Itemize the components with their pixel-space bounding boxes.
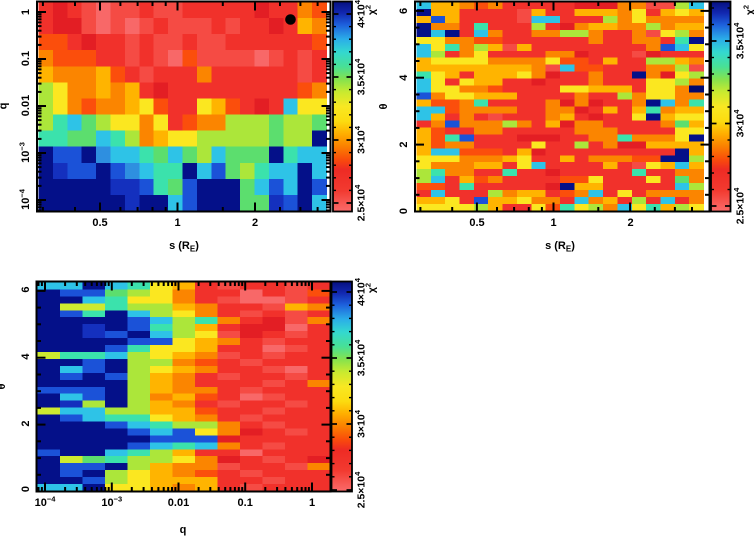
svg-text:0.01: 0.01 (168, 497, 189, 509)
svg-text:3×104: 3×104 (353, 125, 368, 154)
svg-text:q: q (180, 524, 187, 536)
svg-text:4×104: 4×104 (353, 0, 368, 28)
svg-text:3.5×104: 3.5×104 (353, 339, 368, 376)
svg-text:χ2: χ2 (364, 5, 379, 15)
svg-text:1: 1 (309, 497, 315, 509)
svg-text:3×104: 3×104 (732, 109, 747, 138)
svg-text:0: 0 (20, 486, 32, 492)
svg-text:θ: θ (0, 383, 8, 389)
svg-text:s (RE): s (RE) (169, 240, 199, 254)
svg-text:3.5×104: 3.5×104 (732, 22, 747, 59)
svg-text:2: 2 (20, 420, 32, 426)
svg-text:s (RE): s (RE) (545, 240, 575, 254)
svg-text:2.5×104: 2.5×104 (732, 187, 747, 224)
svg-text:2: 2 (627, 217, 633, 229)
svg-text:3×104: 3×104 (353, 409, 368, 438)
svg-text:0.5: 0.5 (92, 217, 107, 229)
svg-text:1: 1 (174, 217, 180, 229)
svg-text:1: 1 (550, 217, 556, 229)
svg-text:2: 2 (398, 142, 410, 148)
svg-text:4: 4 (398, 74, 410, 81)
svg-text:2.5×104: 2.5×104 (353, 471, 368, 508)
svg-text:0.01: 0.01 (20, 95, 32, 116)
svg-text:θ: θ (378, 103, 390, 109)
svg-text:4: 4 (20, 353, 32, 360)
svg-text:0.1: 0.1 (238, 497, 253, 509)
svg-text:2: 2 (252, 217, 258, 229)
svg-text:6: 6 (20, 286, 32, 292)
svg-text:q: q (0, 103, 10, 110)
svg-text:0.5: 0.5 (469, 217, 484, 229)
svg-text:1: 1 (20, 9, 32, 15)
svg-text:χ2: χ2 (742, 5, 754, 15)
svg-text:3.5×104: 3.5×104 (353, 58, 368, 95)
svg-text:0.1: 0.1 (20, 51, 32, 66)
svg-text:6: 6 (398, 8, 410, 14)
svg-text:χ2: χ2 (364, 283, 379, 293)
svg-text:0: 0 (398, 208, 410, 214)
svg-text:4×104: 4×104 (353, 277, 368, 306)
svg-text:2.5×104: 2.5×104 (353, 184, 368, 221)
